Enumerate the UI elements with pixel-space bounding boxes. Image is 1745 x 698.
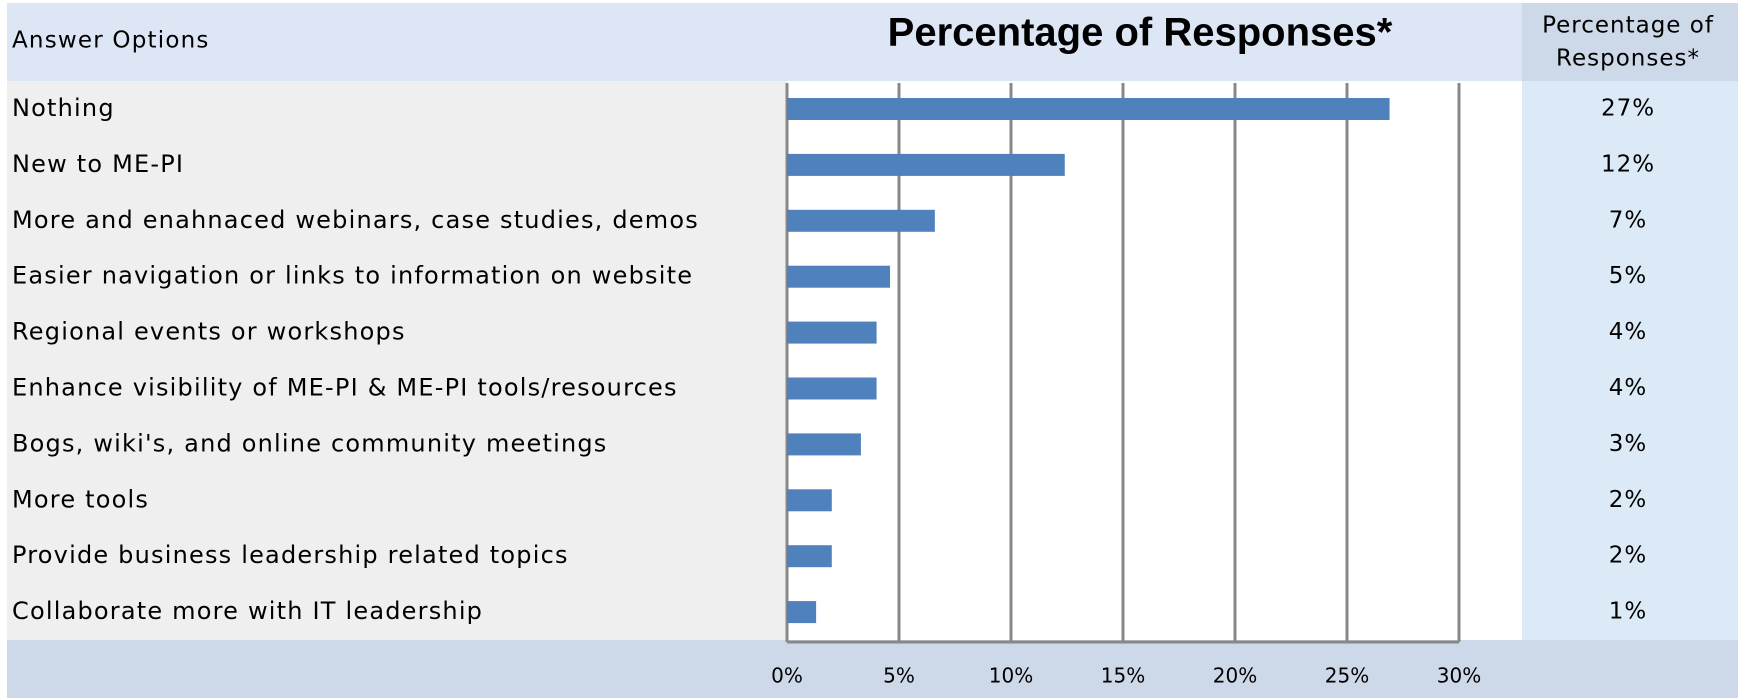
value-label: 12% xyxy=(1601,151,1655,177)
value-label: 2% xyxy=(1609,487,1648,513)
category-label: Easier navigation or links to informatio… xyxy=(12,262,693,290)
bar xyxy=(787,209,935,232)
category-label: Provide business leadership related topi… xyxy=(12,541,569,569)
header-band xyxy=(7,3,1522,81)
value-label: 27% xyxy=(1601,96,1655,122)
value-label: 4% xyxy=(1609,375,1648,401)
x-tick-label: 20% xyxy=(1213,664,1257,688)
value-header: Responses* xyxy=(1556,46,1700,72)
category-label: Regional events or workshops xyxy=(12,318,406,346)
value-label: 5% xyxy=(1609,263,1648,289)
value-label: 2% xyxy=(1609,543,1648,569)
category-header: Answer Options xyxy=(12,28,210,54)
bar xyxy=(787,433,861,456)
bar xyxy=(787,377,877,400)
category-label: More and enahnaced webinars, case studie… xyxy=(12,206,699,234)
value-column xyxy=(1522,81,1738,640)
bar xyxy=(787,98,1390,120)
chart-title: Percentage of Responses* xyxy=(888,11,1393,55)
value-label: 1% xyxy=(1609,599,1648,625)
bar xyxy=(787,321,877,344)
category-label: Enhance visibility of ME-PI & ME-PI tool… xyxy=(12,374,678,402)
x-tick-label: 0% xyxy=(771,664,803,688)
value-label: 7% xyxy=(1609,207,1648,233)
value-label: 3% xyxy=(1609,431,1648,457)
bar xyxy=(787,601,817,624)
label-column xyxy=(7,81,787,640)
bar xyxy=(787,489,832,512)
x-tick-label: 30% xyxy=(1437,664,1481,688)
category-label: Nothing xyxy=(12,94,115,122)
value-header: Percentage of xyxy=(1542,13,1714,39)
x-tick-label: 10% xyxy=(989,664,1033,688)
bar xyxy=(787,153,1065,176)
category-label: Collaborate more with IT leadership xyxy=(12,597,483,625)
category-label: Bogs, wiki's, and online community meeti… xyxy=(12,429,608,457)
x-tick-label: 15% xyxy=(1101,664,1145,688)
footer-band xyxy=(7,640,1738,698)
value-label: 4% xyxy=(1609,319,1648,345)
category-label: New to ME-PI xyxy=(12,150,184,178)
x-tick-label: 5% xyxy=(883,664,915,688)
value-header-cell xyxy=(1522,3,1738,81)
bar xyxy=(787,545,832,568)
category-label: More tools xyxy=(12,485,149,513)
bar xyxy=(787,265,891,288)
x-tick-label: 25% xyxy=(1325,664,1369,688)
